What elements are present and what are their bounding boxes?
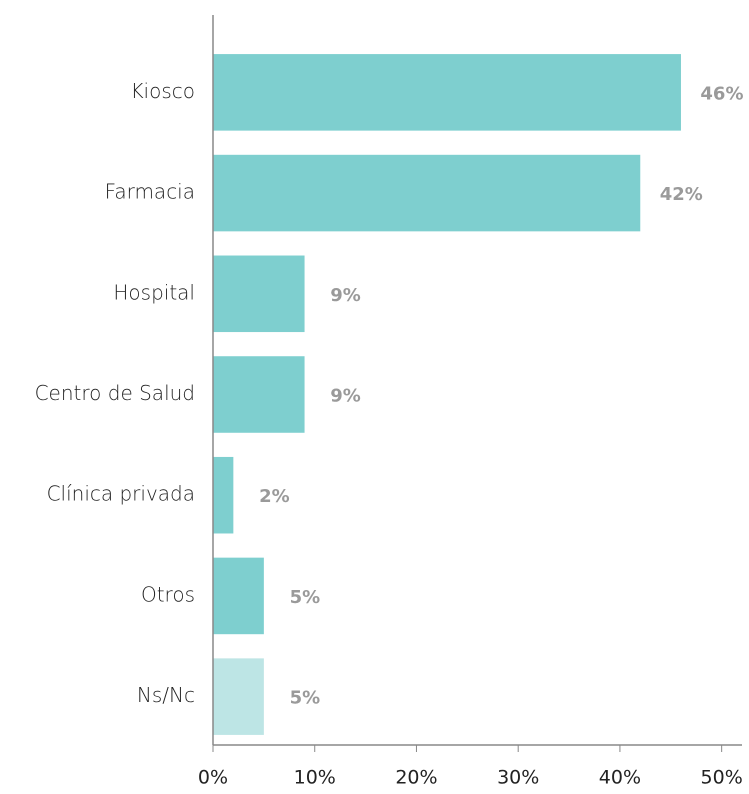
x-tick-label: 30% bbox=[497, 767, 539, 789]
value-label: 2% bbox=[259, 486, 290, 507]
category-label: Clínica privada bbox=[47, 482, 195, 506]
category-label: Hospital bbox=[113, 280, 195, 304]
x-tick-label: 10% bbox=[294, 767, 336, 789]
category-label: Kiosco bbox=[130, 79, 195, 103]
value-label: 46% bbox=[700, 83, 743, 104]
category-label: Centro de Salud bbox=[35, 381, 195, 405]
x-tick-label: 50% bbox=[701, 767, 743, 789]
value-label: 42% bbox=[660, 184, 703, 205]
category-label: Otros bbox=[141, 582, 195, 606]
x-tick-label: 40% bbox=[599, 767, 641, 789]
value-label: 5% bbox=[290, 587, 321, 608]
value-label: 9% bbox=[330, 386, 361, 407]
bar bbox=[213, 154, 641, 232]
bar bbox=[213, 54, 681, 131]
bar bbox=[213, 658, 264, 735]
value-label: 9% bbox=[330, 285, 361, 306]
bar bbox=[213, 356, 305, 433]
value-label: 5% bbox=[290, 688, 321, 709]
x-tick-label: 0% bbox=[198, 767, 228, 789]
bar bbox=[213, 255, 305, 333]
category-label: Farmacia bbox=[105, 180, 195, 204]
bar bbox=[213, 557, 264, 635]
bar bbox=[213, 456, 234, 534]
category-label: Ns/Nc bbox=[137, 683, 195, 707]
x-tick-label: 20% bbox=[395, 767, 437, 789]
